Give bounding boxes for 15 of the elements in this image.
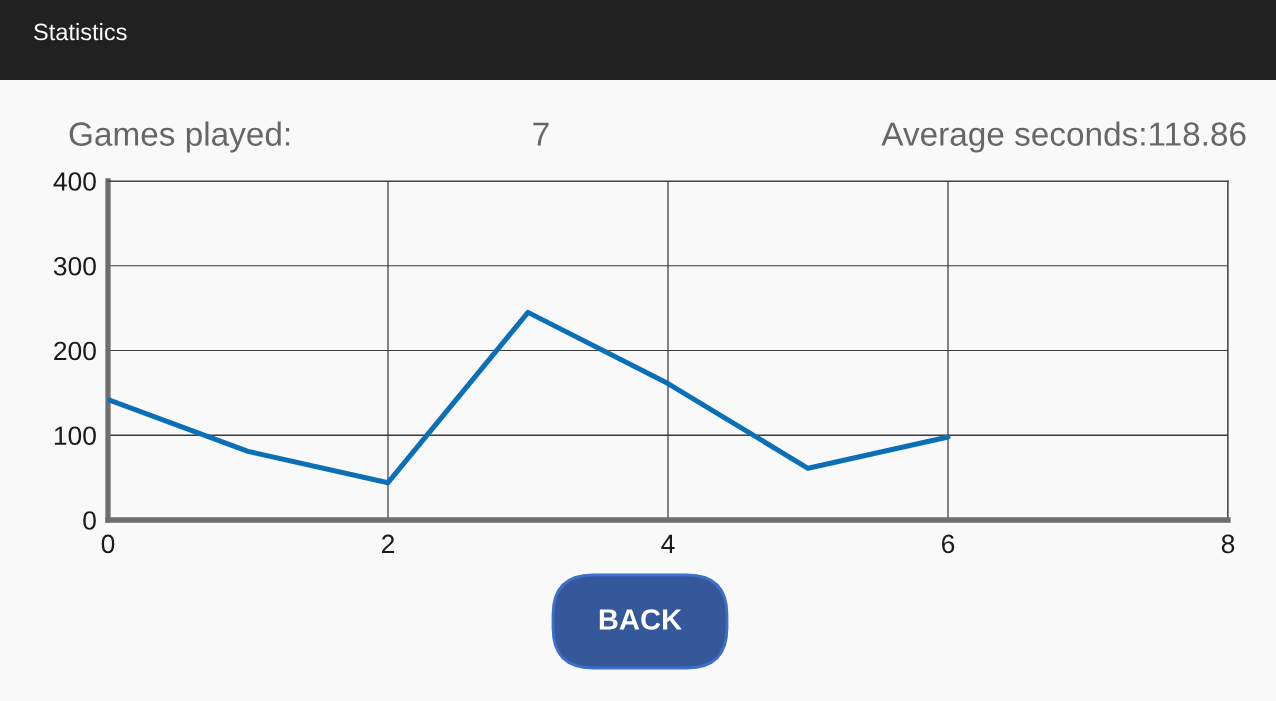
x-tick-label: 0 [101,534,115,554]
text: Average seconds:118.86 [881,121,1246,153]
y-tick-label: 400 [53,172,96,191]
x-tick-label: 6 [942,534,955,554]
chart-title: Statistics [34,23,127,41]
text: BACK [599,609,682,630]
y-tick-label: 0 [83,511,96,530]
y-tick-label: 200 [54,341,96,361]
x-tick-label: 4 [661,534,675,554]
text: Games played: [69,121,290,153]
x-tick-label: 8 [1221,534,1235,554]
x-tick-label: 2 [381,534,395,554]
y-tick-label: 300 [53,256,96,276]
y-tick-label: 100 [54,426,96,446]
text: 7 [533,122,549,146]
